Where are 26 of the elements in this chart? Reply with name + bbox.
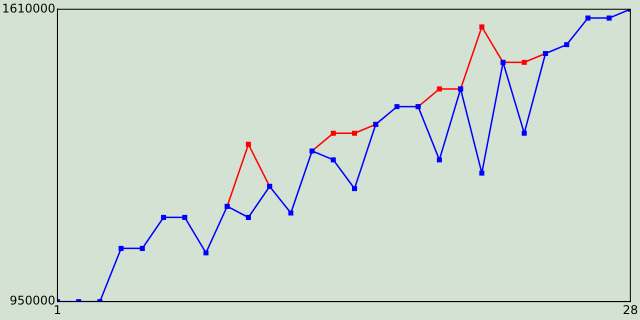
point: [394, 104, 400, 110]
point: [606, 16, 612, 21]
point: [203, 250, 208, 256]
point: [479, 170, 484, 176]
point: [182, 214, 188, 220]
y-tick-label: 1610000: [2, 1, 56, 16]
point: [436, 157, 442, 162]
point: [522, 60, 527, 65]
x-tick-label: 1: [54, 302, 62, 317]
point: [436, 86, 442, 92]
y-tick-label: 950000: [10, 294, 56, 308]
point: [118, 246, 124, 251]
point: [585, 16, 590, 21]
point: [564, 42, 570, 48]
point: [288, 210, 294, 216]
point: [522, 130, 527, 136]
point: [330, 157, 336, 162]
point: [140, 246, 145, 251]
point: [330, 130, 336, 136]
point: [352, 186, 358, 192]
x-tick-label: 28: [622, 302, 638, 317]
point: [479, 24, 484, 30]
point: [352, 130, 358, 136]
point: [246, 214, 251, 220]
point: [246, 142, 251, 147]
point: [161, 214, 166, 220]
